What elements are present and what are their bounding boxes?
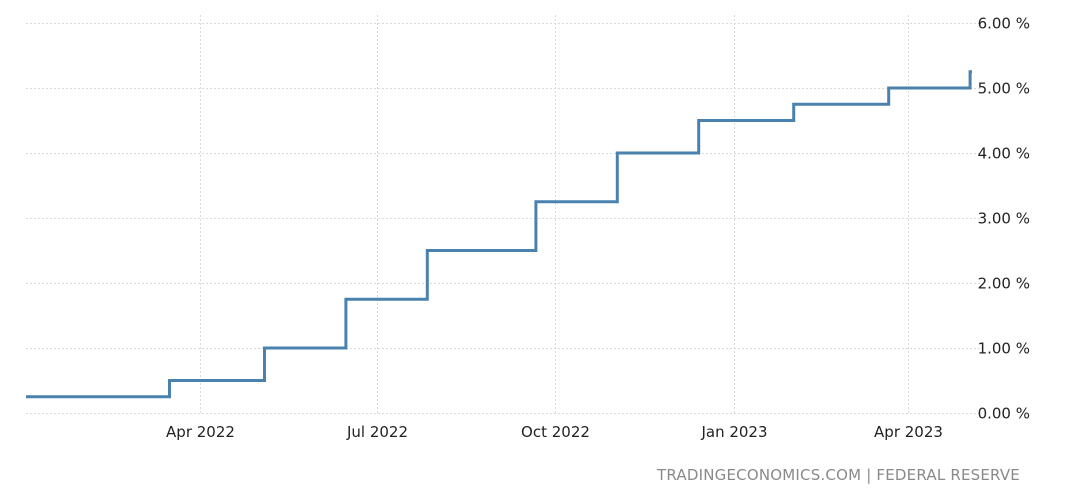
y-tick-label: 6.00 %	[978, 15, 1030, 33]
x-tick-label: Apr 2023	[874, 423, 943, 441]
x-tick-label: Jan 2023	[700, 423, 767, 441]
y-axis-ticks: 0.00 % 1.00 % 2.00 % 3.00 % 4.00 % 5.00 % 6.00…	[978, 15, 1030, 423]
x-axis-ticks: Apr 2022 Jul 2022 Oct 2022 Jan 2023 Apr 2023	[166, 423, 943, 441]
x-tick-label: Jul 2022	[346, 423, 408, 441]
x-tick-label: Apr 2022	[166, 423, 235, 441]
source-credit: TRADINGECONOMICS.COM | FEDERAL RESERVE	[657, 466, 1020, 484]
y-tick-label: 4.00 %	[978, 145, 1030, 163]
x-tick-label: Oct 2022	[521, 423, 590, 441]
y-tick-label: 1.00 %	[978, 340, 1030, 358]
series-layer	[26, 70, 972, 399]
series-line	[26, 70, 972, 399]
y-tick-label: 3.00 %	[978, 210, 1030, 228]
y-tick-label: 2.00 %	[978, 275, 1030, 293]
y-tick-label: 5.00 %	[978, 80, 1030, 98]
grid-layer	[26, 15, 982, 414]
y-tick-label: 0.00 %	[978, 405, 1030, 423]
